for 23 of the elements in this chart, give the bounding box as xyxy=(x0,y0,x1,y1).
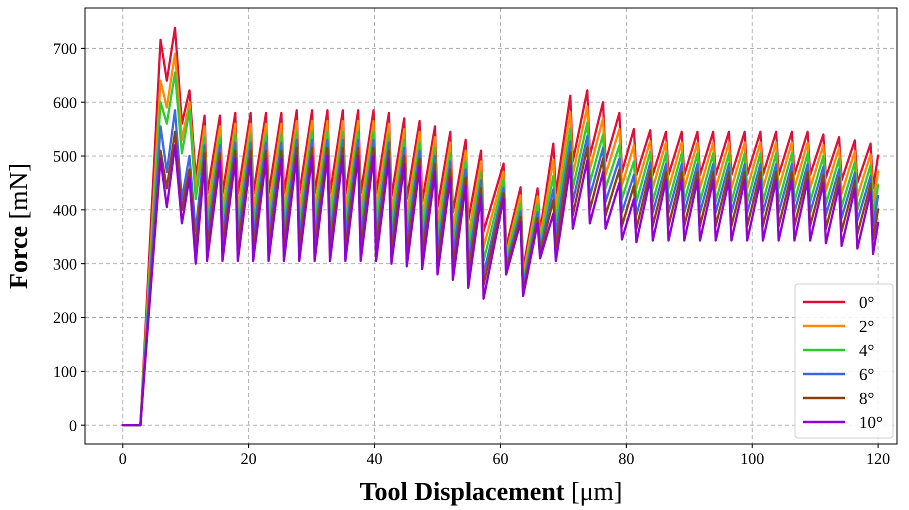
y-tick-label: 200 xyxy=(53,310,77,328)
y-tick-label: 500 xyxy=(53,148,77,166)
x-axis-title: Tool Displacement [μm] xyxy=(360,477,622,506)
y-tick-label: 300 xyxy=(53,256,77,274)
y-tick-label: 0 xyxy=(69,418,77,435)
x-tick-label: 20 xyxy=(240,451,257,468)
y-tick-label: 700 xyxy=(53,40,77,58)
y-tick-label: 600 xyxy=(53,94,77,112)
y-axis-title: Force [mN] xyxy=(4,163,33,289)
x-tick-label: 80 xyxy=(618,451,634,468)
legend-label: 2° xyxy=(859,316,874,336)
legend-label: 8° xyxy=(859,388,874,408)
legend-label: 10° xyxy=(859,412,883,432)
legend-label: 4° xyxy=(859,340,874,360)
legend-label: 6° xyxy=(859,364,874,384)
y-tick-label: 100 xyxy=(53,364,77,381)
y-tick-label: 400 xyxy=(53,202,77,220)
x-tick-label: 0 xyxy=(118,451,127,468)
x-tick-label: 100 xyxy=(740,451,764,468)
x-tick-label: 120 xyxy=(866,451,890,468)
x-tick-label: 60 xyxy=(492,451,508,468)
x-tick-label: 40 xyxy=(366,451,383,468)
legend-label: 0° xyxy=(859,292,874,312)
